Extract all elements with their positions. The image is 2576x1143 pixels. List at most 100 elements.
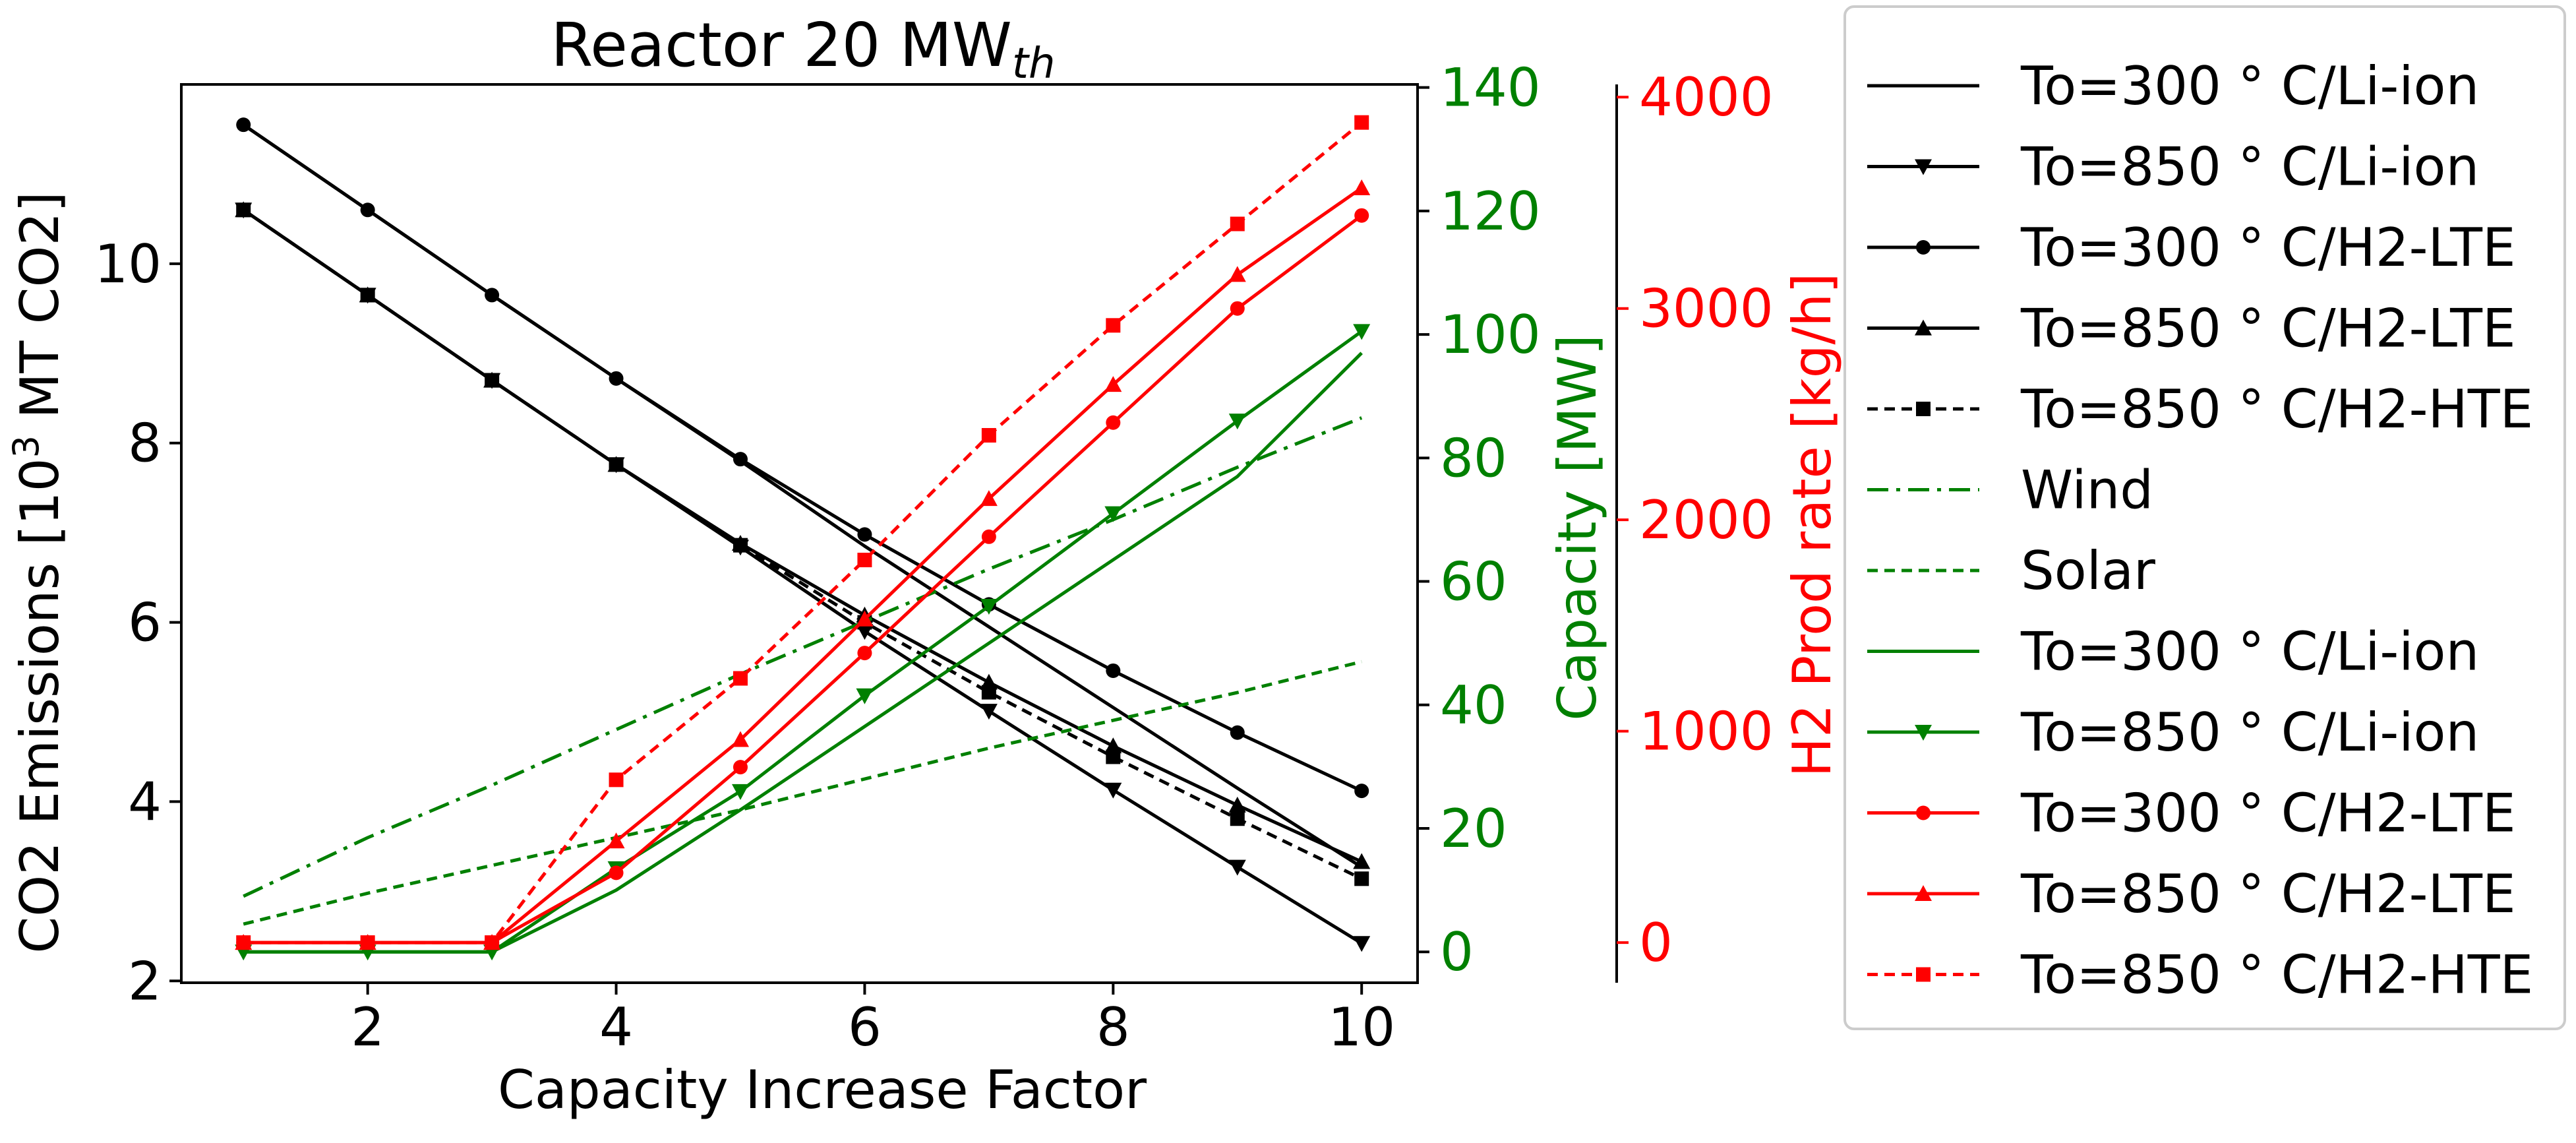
data-point: [1354, 208, 1369, 223]
data-point: [1228, 796, 1246, 813]
data-point: [733, 538, 748, 553]
series-10: [235, 179, 1371, 950]
data-point: [485, 288, 500, 303]
data-point: [1353, 853, 1371, 869]
axes-layer: 2 4 6 8 102468100204060801001201400100020003…: [94, 57, 1773, 1058]
legend-label: Wind: [2021, 460, 2153, 521]
data-point: [360, 202, 375, 218]
data-point: [980, 704, 998, 720]
x-tick-label: 2: [351, 997, 384, 1058]
legend-marker: [1915, 319, 1932, 336]
data-point: [733, 452, 748, 467]
data-point: [1106, 318, 1121, 333]
data-point: [981, 529, 996, 544]
x-tick-label: 6: [848, 997, 882, 1058]
data-point: [1354, 871, 1369, 886]
legend-label: To=300 ° C/Li-ion: [2020, 621, 2479, 683]
legend-label: To=850 ° C/H2-LTE: [2020, 298, 2516, 359]
left-y-axis-label: CO2 Emissions [103 MT CO2]: [5, 191, 71, 953]
data-point: [236, 202, 251, 218]
legend-item: To=850 ° C/Li-ion: [1867, 702, 2479, 763]
legend-marker: [1916, 402, 1931, 416]
legend-label: To=300 ° C/H2-LTE: [2020, 217, 2516, 278]
legend-label: To=850 ° C/H2-HTE: [2020, 944, 2533, 1006]
data-point: [857, 553, 872, 568]
series-2: [236, 117, 1369, 799]
data-point: [609, 772, 624, 788]
data-point: [1353, 179, 1371, 196]
data-point: [1230, 301, 1245, 316]
data-point: [607, 832, 625, 849]
data-point: [1104, 376, 1122, 392]
legend-item: To=850 ° C/H2-LTE: [1867, 863, 2516, 925]
data-point: [857, 527, 872, 542]
data-point: [236, 117, 251, 133]
left-y-tick-label: 2: [128, 950, 162, 1012]
data-point: [856, 688, 874, 704]
legend-label: To=300 ° C/H2-LTE: [2020, 783, 2516, 844]
legend-marker: [1915, 159, 1932, 175]
data-point: [609, 457, 624, 472]
series-11: [236, 115, 1369, 950]
data-point: [1106, 663, 1121, 678]
series-8: [235, 324, 1371, 961]
h2-tick-label: 3000: [1639, 278, 1774, 340]
series-1: [235, 202, 1371, 952]
plot-frame: [180, 83, 1419, 984]
data-point: [1228, 414, 1246, 430]
legend-item: To=300 ° C/Li-ion: [1867, 621, 2479, 683]
data-point: [1354, 115, 1369, 130]
left-y-tick-label: 8: [128, 413, 162, 474]
capacity-tick-label: 20: [1440, 798, 1507, 859]
h2-tick-label: 1000: [1639, 701, 1774, 762]
legend-item: Wind: [1867, 460, 2153, 521]
data-point: [733, 671, 748, 686]
legend-item: To=850 ° C/Li-ion: [1867, 137, 2479, 198]
data-point: [856, 610, 874, 627]
data-point: [1106, 415, 1121, 430]
legend-marker: [1915, 885, 1932, 901]
data-point: [360, 288, 375, 303]
capacity-tick-label: 0: [1440, 921, 1474, 983]
data-point: [485, 935, 500, 950]
capacity-tick-label: 120: [1440, 181, 1541, 242]
series-line: [243, 416, 1363, 898]
series-line: [243, 330, 1363, 954]
data-point: [980, 598, 998, 615]
legend-marker: [1915, 725, 1932, 741]
legend-item: To=850 ° C/H2-HTE: [1867, 944, 2533, 1006]
data-point: [1104, 737, 1122, 754]
data-point: [485, 373, 500, 388]
x-tick-label: 8: [1096, 997, 1130, 1058]
series-line: [243, 121, 1363, 944]
series-line: [242, 123, 1363, 793]
series-line: [243, 352, 1363, 954]
series-line: [242, 208, 1363, 945]
series-4: [236, 202, 1369, 886]
series-line: [242, 208, 1363, 880]
data-point: [1353, 936, 1371, 952]
capacity-tick-label: 40: [1440, 675, 1507, 736]
data-point: [857, 646, 872, 661]
legend-item: Solar: [1867, 540, 2155, 602]
data-point: [1230, 811, 1245, 826]
data-point: [1230, 216, 1245, 232]
legend-item: To=300 ° C/Li-ion: [1867, 55, 2479, 117]
capacity-tick-label: 60: [1440, 551, 1507, 613]
data-point: [1354, 784, 1369, 799]
legend-label: Solar: [2021, 540, 2155, 602]
h2-tick-label: 2000: [1639, 489, 1774, 551]
data-point: [609, 865, 624, 880]
series-7: [243, 352, 1363, 954]
legend-label: To=850 ° C/H2-LTE: [2020, 863, 2516, 925]
h2-tick-label: 0: [1639, 912, 1673, 973]
capacity-tick-label: 80: [1440, 427, 1507, 489]
labels-layer: Reactor 20 MWth Capacity Increase Factor…: [5, 10, 1843, 1121]
data-point: [1230, 725, 1245, 740]
data-point: [981, 685, 996, 700]
data-point: [1104, 782, 1122, 799]
capacity-tick-label: 140: [1440, 57, 1541, 119]
series-5: [243, 416, 1363, 898]
data-point: [981, 427, 996, 443]
